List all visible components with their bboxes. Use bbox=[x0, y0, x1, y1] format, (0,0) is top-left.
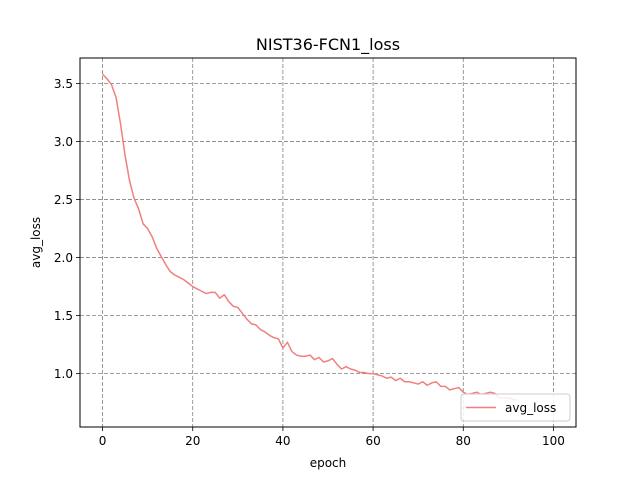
legend-box bbox=[460, 393, 571, 422]
chart-title: NIST36-FCN1_loss bbox=[256, 35, 400, 55]
x-tick-label: 0 bbox=[99, 434, 107, 448]
grid bbox=[80, 58, 576, 427]
series-line-avg-loss bbox=[102, 73, 518, 402]
y-tick-label: 3.5 bbox=[54, 77, 73, 91]
x-tick-label: 60 bbox=[365, 434, 380, 448]
x-tick-label: 100 bbox=[542, 434, 565, 448]
legend: avg_loss bbox=[460, 393, 571, 422]
y-tick-label: 1.5 bbox=[54, 309, 73, 323]
y-tick-label: 2.0 bbox=[54, 251, 73, 265]
x-tick-label: 20 bbox=[185, 434, 200, 448]
y-tick-label: 2.5 bbox=[54, 193, 73, 207]
y-tick-label: 1.0 bbox=[54, 367, 73, 381]
x-axis-label: epoch bbox=[310, 456, 347, 470]
legend-label: avg_loss bbox=[505, 401, 556, 415]
x-tick-label: 80 bbox=[456, 434, 471, 448]
x-tick-label: 40 bbox=[275, 434, 290, 448]
y-axis-ticks: 1.0 1.5 2.0 2.5 3.0 3.5 bbox=[54, 77, 80, 381]
series-layer bbox=[102, 73, 518, 402]
y-tick-label: 3.0 bbox=[54, 135, 73, 149]
y-axis-label: avg_loss bbox=[29, 217, 43, 268]
x-axis-ticks: 0 20 40 60 80 100 bbox=[99, 427, 565, 448]
axes-frame bbox=[79, 57, 577, 428]
